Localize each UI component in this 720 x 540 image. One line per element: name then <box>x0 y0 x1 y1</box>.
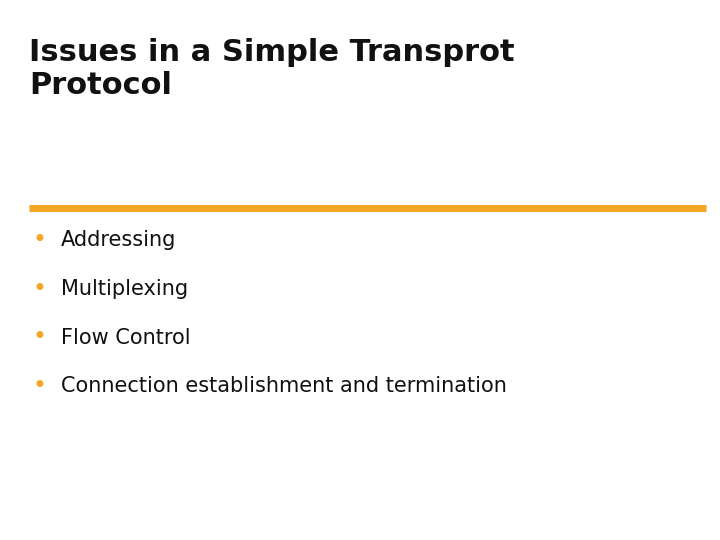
Text: •: • <box>32 277 47 301</box>
Text: •: • <box>32 228 47 252</box>
Text: Connection establishment and termination: Connection establishment and termination <box>61 376 507 396</box>
Text: Flow Control: Flow Control <box>61 327 191 348</box>
Text: •: • <box>32 326 47 349</box>
Text: •: • <box>32 374 47 398</box>
Text: Multiplexing: Multiplexing <box>61 279 189 299</box>
Text: Addressing: Addressing <box>61 230 176 251</box>
Text: Issues in a Simple Transprot
Protocol: Issues in a Simple Transprot Protocol <box>29 38 514 100</box>
